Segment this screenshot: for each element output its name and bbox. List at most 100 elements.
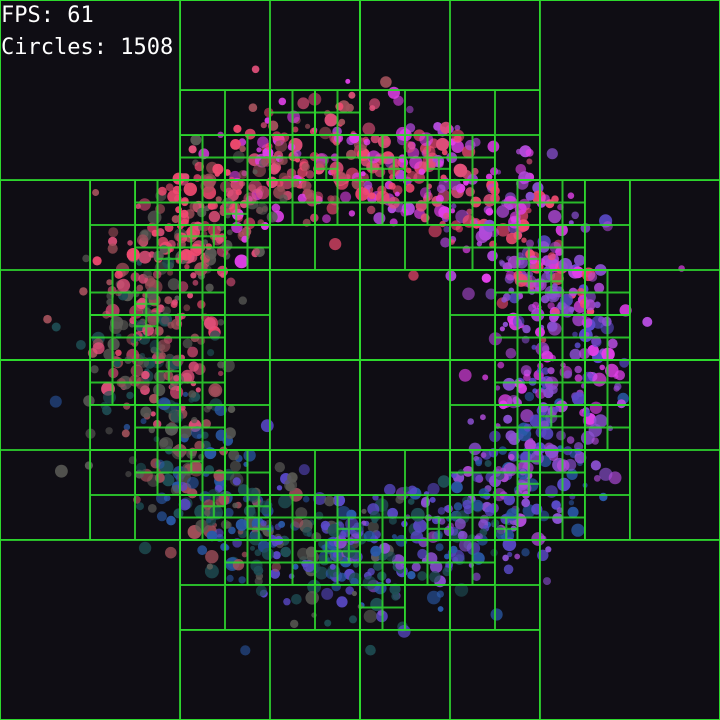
quadtree-cell	[472, 517, 495, 540]
particle-circle	[329, 238, 342, 251]
particle-circle	[549, 292, 558, 301]
quadtree-cell	[450, 472, 473, 495]
particle-circle	[587, 344, 599, 357]
particle-circle	[485, 288, 497, 300]
particle-circle	[619, 304, 632, 317]
quadtree-cell	[540, 0, 720, 180]
quadtree-cell	[585, 315, 608, 338]
quadtree-cell	[495, 585, 540, 630]
quadtree-cell	[315, 225, 360, 270]
particle-circle	[528, 255, 538, 265]
quadtree-cell	[495, 517, 507, 529]
quadtree-cell	[315, 562, 338, 585]
quadtree-cell	[450, 180, 473, 203]
quadtree-cell	[135, 472, 158, 495]
particle-circle	[436, 590, 444, 598]
quadtree-cell	[450, 315, 495, 360]
quadtree-cell	[495, 225, 518, 248]
quadtree-cell	[247, 506, 259, 518]
quadtree-cell	[540, 416, 552, 428]
particle-circle	[525, 191, 535, 201]
particle-circle	[389, 583, 401, 595]
quadtree-cell	[540, 472, 563, 495]
particle-circle	[230, 139, 241, 150]
particle-circle	[520, 365, 532, 376]
quadtree-cell	[427, 495, 450, 518]
quadtree-cell	[540, 270, 552, 282]
particle-circle	[191, 416, 198, 424]
particle-circle	[524, 439, 536, 451]
quadtree-cell	[180, 461, 192, 473]
particle-circle	[224, 521, 232, 529]
particle-circle	[543, 387, 554, 399]
particle-circle	[512, 315, 525, 328]
particle-circle	[182, 391, 189, 397]
quadtree-cell	[360, 517, 383, 540]
quadtree-cell	[270, 0, 360, 90]
particle-circle	[462, 466, 474, 477]
quadtree-cell	[326, 551, 338, 563]
quadtree-cell	[315, 202, 338, 225]
particle-circle	[315, 566, 328, 580]
particle-circle	[324, 113, 338, 127]
quadtree-cell	[337, 540, 349, 552]
particle-circle	[301, 162, 310, 172]
quadtree-cell	[472, 562, 495, 585]
quadtree-cell	[157, 450, 180, 473]
particle-circle	[614, 382, 622, 391]
quadtree-cell	[247, 495, 259, 507]
particle-circle	[545, 485, 558, 498]
quadtree-cell	[315, 168, 327, 181]
particle-circle	[264, 107, 274, 118]
quadtree-cell	[517, 292, 540, 315]
particle-circle	[571, 392, 586, 406]
particle-circle	[407, 498, 415, 505]
quadtree-cell	[180, 135, 203, 158]
quadtree-cell	[405, 202, 428, 225]
quadtree-cell	[427, 135, 450, 158]
quadtree-cell	[438, 528, 451, 541]
quadtree-cell	[427, 517, 439, 529]
quadtree-cell	[450, 247, 473, 270]
particle-circle	[240, 645, 251, 656]
quadtree-cell	[405, 540, 428, 563]
quadtree-cell	[135, 292, 147, 304]
quadtree-cell	[562, 405, 585, 428]
circles-value: 1508	[120, 35, 174, 60]
quadtree-cell	[382, 517, 405, 540]
particle-circle	[449, 545, 458, 554]
quadtree-cell	[337, 202, 360, 225]
particle-circle	[226, 277, 236, 287]
particle-circle	[125, 471, 132, 478]
particle-circle	[392, 185, 403, 196]
quadtree-cell	[506, 517, 518, 529]
particle-circle	[484, 460, 492, 467]
quadtree-cell	[180, 247, 203, 270]
particle-circle	[505, 270, 516, 281]
particle-circle	[170, 410, 184, 424]
quadtree-cell	[562, 202, 585, 225]
particle-circle	[137, 297, 147, 308]
quadtree-cell	[371, 168, 383, 181]
particle-circle	[531, 344, 537, 350]
quadtree-cell	[135, 450, 158, 473]
quadtree-cell	[236, 202, 248, 214]
quadtree-cell	[202, 315, 225, 338]
quadtree-cell	[270, 90, 293, 113]
particle-circle	[138, 541, 152, 555]
quadtree-cell	[472, 157, 495, 180]
quadtree-cell	[607, 292, 630, 315]
quadtree-cell	[495, 540, 540, 585]
particle-circle	[607, 338, 618, 349]
particle-circle	[435, 194, 444, 203]
particle-circle	[581, 317, 593, 328]
particle-circle	[139, 352, 146, 359]
quadtree-cell	[202, 135, 225, 158]
particle-circle	[592, 372, 607, 387]
particle-circle	[291, 594, 302, 605]
particle-circle	[497, 361, 505, 369]
particle-circle	[230, 460, 241, 472]
quadtree-cell	[405, 585, 450, 630]
particle-circle	[467, 418, 475, 425]
